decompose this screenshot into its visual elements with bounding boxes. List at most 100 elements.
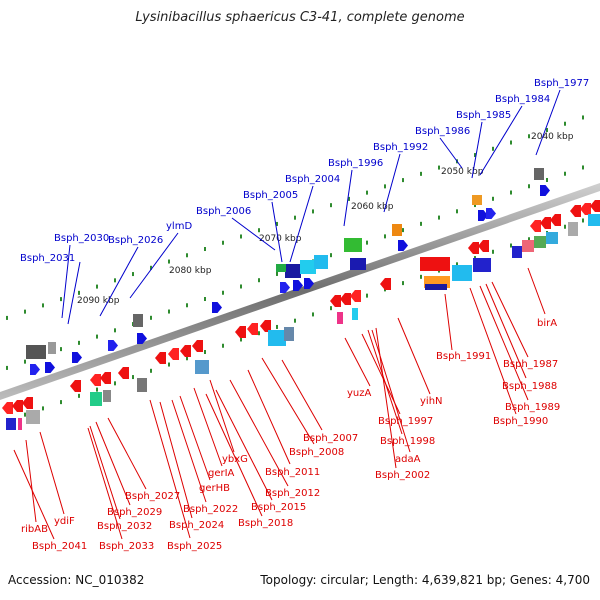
gene-label-bsph-2022[interactable]: Bsph_2022 (183, 504, 238, 515)
gene-label-bsph-2002[interactable]: Bsph_2002 (375, 470, 430, 481)
reverse-gene-arrow (12, 400, 23, 412)
gene-label-bsph-2029[interactable]: Bsph_2029 (107, 507, 162, 518)
gene-label-bsph-2027[interactable]: Bsph_2027 (125, 491, 180, 502)
tick-mark (186, 253, 188, 258)
tick-mark (132, 272, 134, 277)
tick-mark (492, 249, 494, 254)
tick-mark (258, 331, 260, 336)
gene-label-bsph-1977[interactable]: Bsph_1977 (534, 78, 589, 89)
label-leader-line (129, 232, 179, 299)
gene-block (48, 342, 56, 354)
gene-label-bsph-2008[interactable]: Bsph_2008 (289, 447, 344, 458)
kbp-label: 2070 kbp (259, 234, 302, 244)
gene-label-bsph-2011[interactable]: Bsph_2011 (265, 467, 320, 478)
gene-label-bsph-2015[interactable]: Bsph_2015 (251, 502, 306, 513)
gene-label-bsph-2032[interactable]: Bsph_2032 (97, 521, 152, 532)
tick-mark (492, 196, 494, 201)
tick-mark (348, 196, 350, 201)
tick-mark (96, 387, 98, 392)
tick-mark (384, 184, 386, 189)
tick-mark (258, 228, 260, 233)
genome-title: Lysinibacillus sphaericus C3-41, complet… (135, 10, 465, 25)
forward-gene-arrow (30, 364, 40, 375)
tick-mark (240, 284, 242, 289)
label-leader-line (179, 395, 211, 481)
tick-mark (96, 284, 98, 289)
tick-mark (186, 356, 188, 361)
gene-label-yuza[interactable]: yuzA (347, 388, 372, 399)
gene-label-bsph-2006[interactable]: Bsph_2006 (196, 206, 251, 217)
tick-mark (366, 240, 368, 245)
gene-label-bsph-1985[interactable]: Bsph_1985 (456, 110, 511, 121)
gene-label-bsph-2031[interactable]: Bsph_2031 (20, 253, 75, 264)
tick-mark (564, 171, 566, 176)
gene-label-bsph-2018[interactable]: Bsph_2018 (238, 518, 293, 529)
gene-block (522, 240, 534, 252)
label-leader-line (444, 293, 453, 351)
genome-summary: Topology: circular; Length: 4,639,821 bp… (260, 573, 590, 587)
label-leader-line (39, 431, 65, 515)
gene-label-bsph-1986[interactable]: Bsph_1986 (415, 126, 470, 137)
gene-label-bsph-1996[interactable]: Bsph_1996 (328, 158, 383, 169)
tick-mark (78, 290, 80, 295)
gene-label-bsph-1984[interactable]: Bsph_1984 (495, 94, 550, 105)
reverse-gene-arrow (540, 217, 551, 229)
tick-mark (204, 297, 206, 302)
gene-label-gerhb[interactable]: gerHB (199, 483, 230, 494)
gene-label-bsph-2030[interactable]: Bsph_2030 (54, 233, 109, 244)
gene-label-ybxg[interactable]: ybxG (222, 454, 248, 465)
gene-label-bsph-2005[interactable]: Bsph_2005 (243, 190, 298, 201)
gene-label-bsph-2025[interactable]: Bsph_2025 (167, 541, 222, 552)
gene-label-bsph-2041[interactable]: Bsph_2041 (32, 541, 87, 552)
gene-label-bsph-1992[interactable]: Bsph_1992 (373, 142, 428, 153)
reverse-gene-labels: birA Bsph_1987 Bsph_1988 Bsph_1989 Bsph_… (21, 318, 560, 552)
gene-label-bsph-1988[interactable]: Bsph_1988 (502, 381, 557, 392)
gene-label-bsph-2026[interactable]: Bsph_2026 (108, 235, 163, 246)
tick-mark (294, 318, 296, 323)
tick-mark (168, 362, 170, 367)
label-leader-line (479, 105, 523, 176)
tick-mark (564, 224, 566, 229)
tick-mark (492, 146, 494, 151)
label-leader-line (209, 379, 235, 453)
gene-label-ylmd[interactable]: ylmD (166, 221, 192, 232)
gene-label-bsph-2012[interactable]: Bsph_2012 (265, 488, 320, 499)
forward-gene-labels: Bsph_1977 Bsph_1984 Bsph_1985 Bsph_1986 … (20, 78, 589, 264)
gene-block (420, 257, 450, 271)
tick-mark (96, 334, 98, 339)
gene-label-bsph-1989[interactable]: Bsph_1989 (505, 402, 560, 413)
gene-label-geria[interactable]: gerIA (208, 468, 235, 479)
gene-label-ribab[interactable]: ribAB (21, 524, 48, 535)
gene-label-bsph-1998[interactable]: Bsph_1998 (380, 436, 435, 447)
tick-mark (204, 247, 206, 252)
gene-block (103, 390, 111, 402)
gene-label-bsph-2007[interactable]: Bsph_2007 (303, 433, 358, 444)
label-leader-line (343, 169, 353, 227)
reverse-gene-arrow (247, 323, 258, 335)
gene-label-bsph-1997[interactable]: Bsph_1997 (378, 416, 433, 427)
gene-label-bsph-1990[interactable]: Bsph_1990 (493, 416, 548, 427)
gene-label-adaa[interactable]: adaA (395, 454, 421, 465)
gene-label-bsph-2024[interactable]: Bsph_2024 (169, 520, 224, 531)
gene-label-bira[interactable]: birA (537, 318, 557, 329)
tick-mark (204, 350, 206, 355)
reverse-gene-arrow (168, 348, 179, 360)
gene-label-ydif[interactable]: ydiF (54, 516, 75, 527)
reverse-gene-arrow (580, 203, 591, 215)
gene-label-bsph-2004[interactable]: Bsph_2004 (285, 174, 340, 185)
gene-label-yihn[interactable]: yihN (420, 396, 443, 407)
forward-gene-arrow (398, 240, 408, 251)
gene-label-bsph-2033[interactable]: Bsph_2033 (99, 541, 154, 552)
tick-mark (114, 381, 116, 386)
gene-label-bsph-1987[interactable]: Bsph_1987 (503, 359, 558, 370)
label-leader-line (13, 449, 55, 540)
gene-block (26, 410, 40, 424)
label-leader-line (271, 201, 283, 263)
tick-mark (132, 375, 134, 380)
label-leader-line (95, 421, 131, 506)
gene-block (512, 246, 522, 258)
tick-mark (186, 303, 188, 308)
label-leader-line (107, 417, 147, 490)
label-leader-line (231, 217, 276, 251)
gene-label-bsph-1991[interactable]: Bsph_1991 (436, 351, 491, 362)
